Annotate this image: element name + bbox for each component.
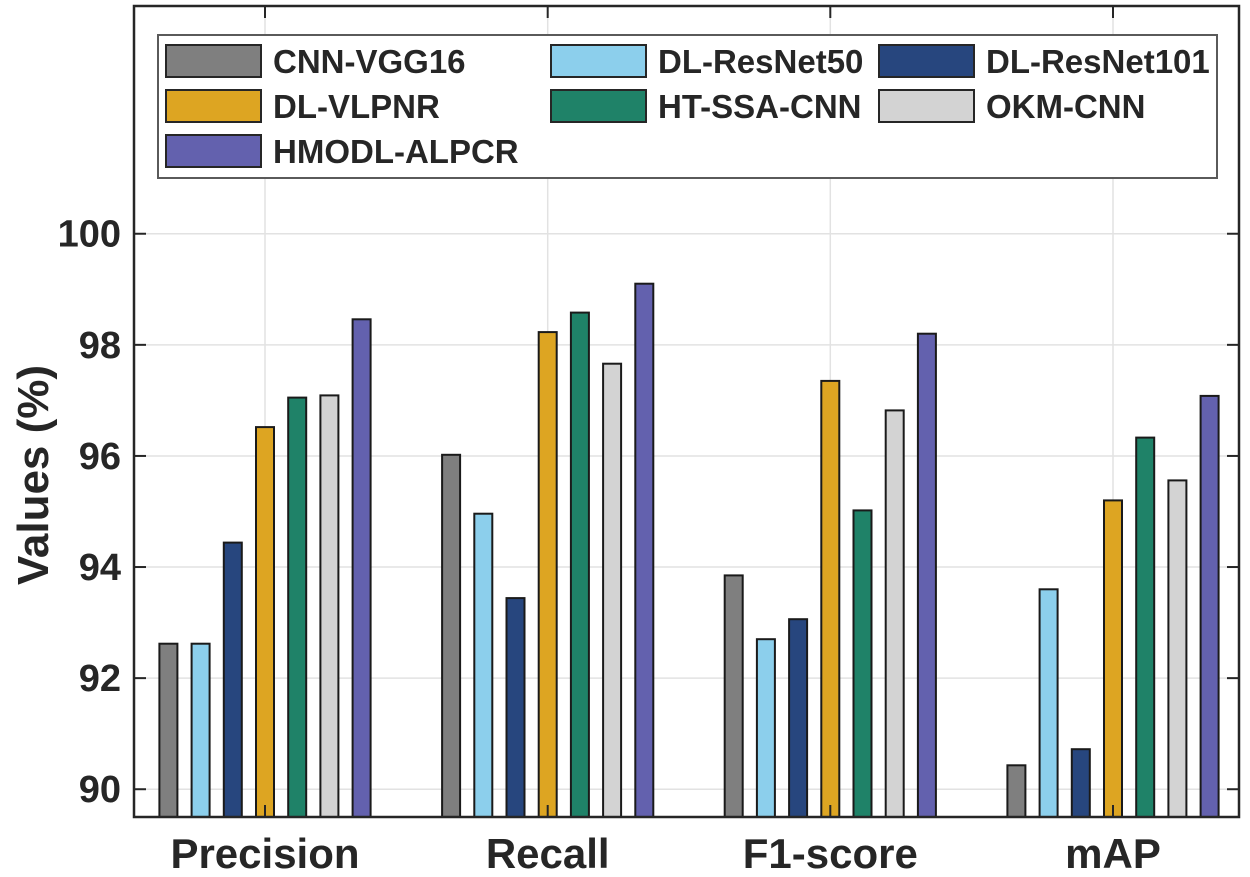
legend-label-dl-resnet101: DL-ResNet101	[986, 43, 1210, 80]
bar-ht-ssa-cnn	[287, 396, 308, 818]
legend-swatch-okm-cnn	[878, 89, 975, 123]
bar-dl-resnet101	[788, 618, 809, 819]
bar-okm-cnn	[884, 409, 905, 818]
bar-dl-resnet101	[505, 597, 526, 818]
bar-cnn-vgg16	[723, 574, 744, 819]
y-tick-label: 98	[79, 325, 121, 367]
legend-swatch-cnn-vgg16	[165, 44, 262, 78]
bar-dl-resnet50	[190, 642, 211, 819]
bar-hmodl-alpcr	[634, 282, 655, 818]
legend-swatch-dl-resnet101	[878, 44, 975, 78]
bar-okm-cnn	[319, 394, 340, 818]
bar-dl-vlpnr	[1103, 499, 1123, 818]
legend-label-dl-resnet50: DL-ResNet50	[658, 43, 863, 80]
legend-swatch-dl-resnet50	[550, 44, 647, 78]
y-tick-label: 94	[79, 547, 121, 589]
y-tick-label: 92	[79, 658, 121, 700]
legend-swatch-ht-ssa-cnn	[550, 89, 647, 123]
bar-okm-cnn	[602, 362, 623, 818]
x-category-label: mAP	[1065, 830, 1161, 877]
y-tick-label: 90	[79, 769, 121, 811]
y-axis-label: Values (%)	[9, 364, 58, 586]
x-category-label: F1-score	[743, 830, 918, 877]
axes-frame	[132, 4, 1241, 819]
legend-swatch-hmodl-alpcr	[165, 134, 262, 168]
bar-okm-cnn	[1167, 479, 1188, 818]
legend-label-ht-ssa-cnn: HT-SSA-CNN	[658, 88, 862, 125]
legend-swatch-dl-vlpnr	[165, 89, 262, 123]
legend-label-dl-vlpnr: DL-VLPNR	[273, 88, 440, 125]
bar-ht-ssa-cnn	[1135, 436, 1156, 818]
bar-dl-resnet50	[755, 638, 776, 819]
legend-box	[157, 34, 1218, 179]
legend-label-cnn-vgg16: CNN-VGG16	[273, 43, 466, 80]
bar-dl-resnet50	[1038, 588, 1059, 818]
bar-cnn-vgg16	[441, 453, 462, 818]
x-category-label: Precision	[170, 830, 359, 877]
y-tick-label: 96	[79, 436, 121, 478]
bar-cnn-vgg16	[1006, 764, 1027, 818]
x-category-label: Recall	[486, 830, 610, 877]
bar-dl-vlpnr	[820, 379, 841, 818]
legend-label-okm-cnn: OKM-CNN	[986, 88, 1145, 125]
bar-hmodl-alpcr	[916, 332, 937, 818]
bar-ht-ssa-cnn	[852, 509, 873, 818]
bar-dl-resnet50	[473, 512, 494, 818]
bar-hmodl-alpcr	[351, 318, 372, 818]
bar-dl-vlpnr	[255, 426, 275, 818]
bar-dl-vlpnr	[537, 331, 558, 818]
y-tick-label: 100	[58, 214, 121, 256]
legend-label-hmodl-alpcr: HMODL-ALPCR	[273, 133, 519, 170]
bar-ht-ssa-cnn	[569, 311, 590, 818]
bar-cnn-vgg16	[158, 642, 179, 819]
bar-dl-resnet101	[222, 541, 243, 818]
bar-dl-resnet101	[1070, 748, 1091, 819]
bar-hmodl-alpcr	[1199, 394, 1220, 818]
